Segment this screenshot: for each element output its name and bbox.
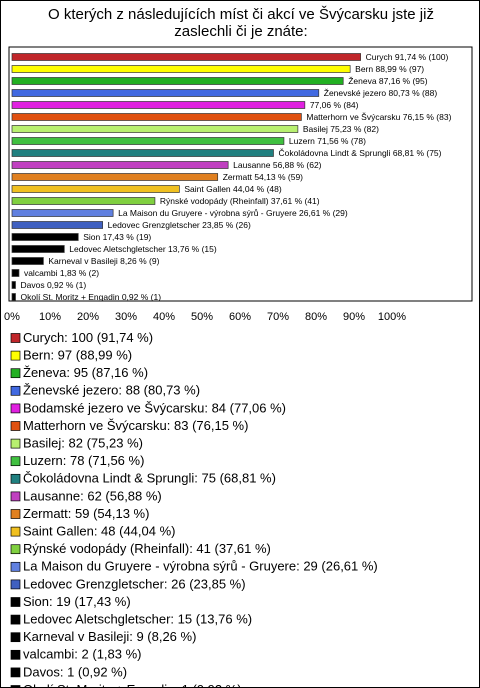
legend-swatch (10, 473, 21, 484)
legend-swatch (10, 350, 21, 361)
data-label: Okolí St. Moritz + Engadin 0,92 % (1) (20, 292, 161, 302)
legend-label: Bern: 97 (88,99 %) (23, 348, 132, 363)
data-label: Basilej 75,23 % (82) (303, 124, 379, 134)
legend-label: Saint Gallen: 48 (44,04 %) (23, 524, 175, 539)
legend-swatch (10, 333, 21, 343)
bar (11, 161, 229, 169)
data-label: Matterhorn ve Švýcarsku 76,15 % (83) (306, 112, 451, 122)
bar (11, 197, 156, 205)
legend-label: Sion: 19 (17,43 %) (23, 594, 131, 609)
legend-swatch (10, 561, 21, 572)
data-label: Lausanne 56,88 % (62) (233, 160, 322, 170)
data-label: valcambi 1,83 % (2) (24, 268, 99, 278)
data-label: La Maison du Gruyere - výrobna sýrů - Gr… (118, 208, 348, 218)
bar (11, 245, 65, 253)
data-label: Rýnské vodopády (Rheinfall) 37,61 % (41) (160, 196, 320, 206)
bar (11, 77, 344, 85)
legend-swatch (10, 649, 21, 660)
data-label: Karneval v Basileji 8,26 % (9) (48, 256, 159, 266)
bar (11, 221, 103, 229)
legend-swatch (10, 579, 21, 590)
bar (11, 173, 219, 181)
bar (11, 149, 274, 157)
legend-swatch (10, 632, 21, 643)
data-label: Bern 88,99 % (97) (355, 64, 424, 74)
legend-swatch (10, 456, 21, 467)
x-tick-label: 60% (229, 311, 251, 323)
data-label: Curych 91,74 % (100) (366, 52, 449, 62)
x-tick-label: 70% (267, 311, 289, 323)
data-label: Ženeva 87,16 % (95) (348, 76, 428, 86)
legend-swatch (10, 491, 21, 502)
bar (11, 113, 302, 121)
legend-swatch (10, 544, 21, 555)
legend-label: Ženevské jezero: 88 (80,73 %) (23, 383, 200, 398)
bar (11, 125, 299, 133)
legend-swatch (10, 509, 21, 519)
legend-swatch (10, 421, 21, 431)
legend-label: valcambi: 2 (1,83 %) (23, 647, 142, 662)
bar (11, 293, 16, 301)
legend-label: Karneval v Basileji: 9 (8,26 %) (23, 629, 196, 644)
legend-label: Bodamské jezero ve Švýcarsku: 84 (77,06 … (23, 400, 286, 415)
legend-swatch (10, 368, 21, 379)
data-label: Ledovec Grenzgletscher 23,85 % (26) (108, 220, 251, 230)
data-label: Zermatt 54,13 % (59) (223, 172, 303, 182)
data-label: 77,06 % (84) (310, 100, 359, 110)
bar (11, 269, 20, 277)
x-tick-label: 100% (378, 311, 406, 323)
legend-swatch (10, 438, 21, 449)
x-tick-label: 20% (77, 311, 99, 323)
legend-label: Luzern: 78 (71,56 %) (23, 453, 144, 468)
legend-label: Rýnské vodopády (Rheinfall): 41 (37,61 %… (23, 541, 271, 556)
data-label: Sion 17,43 % (19) (83, 232, 151, 242)
legend-label: Matterhorn ve Švýcarsku: 83 (76,15 %) (23, 418, 248, 433)
data-label: Saint Gallen 44,04 % (48) (184, 184, 282, 194)
legend-swatch (10, 597, 21, 607)
x-tick-label: 30% (115, 311, 137, 323)
legend-label: Čokoládovna Lindt & Sprungli: 75 (68,81 … (23, 471, 276, 486)
data-label: Čokoládovna Lindt & Sprungli 68,81 % (75… (278, 148, 441, 158)
legend-swatch (10, 667, 21, 678)
legend-swatch (10, 403, 21, 414)
bar (11, 53, 361, 61)
legend-label: Ledovec Grenzgletscher: 26 (23,85 %) (23, 576, 246, 591)
bar (11, 233, 79, 241)
data-label: Ledovec Aletschgletscher 13,76 % (15) (69, 244, 217, 254)
x-tick-label: 50% (191, 311, 213, 323)
x-tick-label: 40% (153, 311, 175, 323)
legend-label: Zermatt: 59 (54,13 %) (23, 506, 149, 521)
legend-swatch (10, 526, 21, 537)
legend-label: Davos: 1 (0,92 %) (23, 664, 127, 679)
x-tick-label: 90% (343, 311, 365, 323)
bar (11, 89, 320, 97)
legend-label: Ledovec Aletschgletscher: 15 (13,76 %) (23, 612, 252, 627)
bar (11, 185, 180, 193)
legend-label: Okolí St. Moritz + Engadin: 1 (0,92 %) (23, 682, 242, 687)
data-label: Luzern 71,56 % (78) (289, 136, 366, 146)
x-tick-label: 0% (4, 311, 20, 323)
legend-swatch (10, 685, 21, 687)
legend-label: Lausanne: 62 (56,88 %) (23, 488, 162, 503)
legend-label: Ženeva: 95 (87,16 %) (23, 365, 148, 380)
chart-title: O kterých z následujících míst či akcí v… (48, 6, 434, 40)
bar (11, 281, 16, 289)
data-label: Davos 0,92 % (1) (20, 280, 86, 290)
x-tick-label: 80% (305, 311, 327, 323)
legend-swatch (10, 385, 21, 396)
data-label: Ženevské jezero 80,73 % (88) (324, 88, 438, 98)
legend-label: Curych: 100 (91,74 %) (23, 330, 153, 345)
bar (11, 209, 114, 217)
legend-label: Basilej: 82 (75,23 %) (23, 436, 143, 451)
bar (11, 101, 306, 109)
plot-frame (8, 46, 473, 302)
legend-swatch (10, 614, 21, 625)
x-tick-label: 10% (39, 311, 61, 323)
legend-label: La Maison du Gruyere - výrobna sýrů - Gr… (23, 559, 378, 574)
bar (11, 137, 285, 145)
bar (11, 65, 351, 73)
bar (11, 257, 44, 265)
